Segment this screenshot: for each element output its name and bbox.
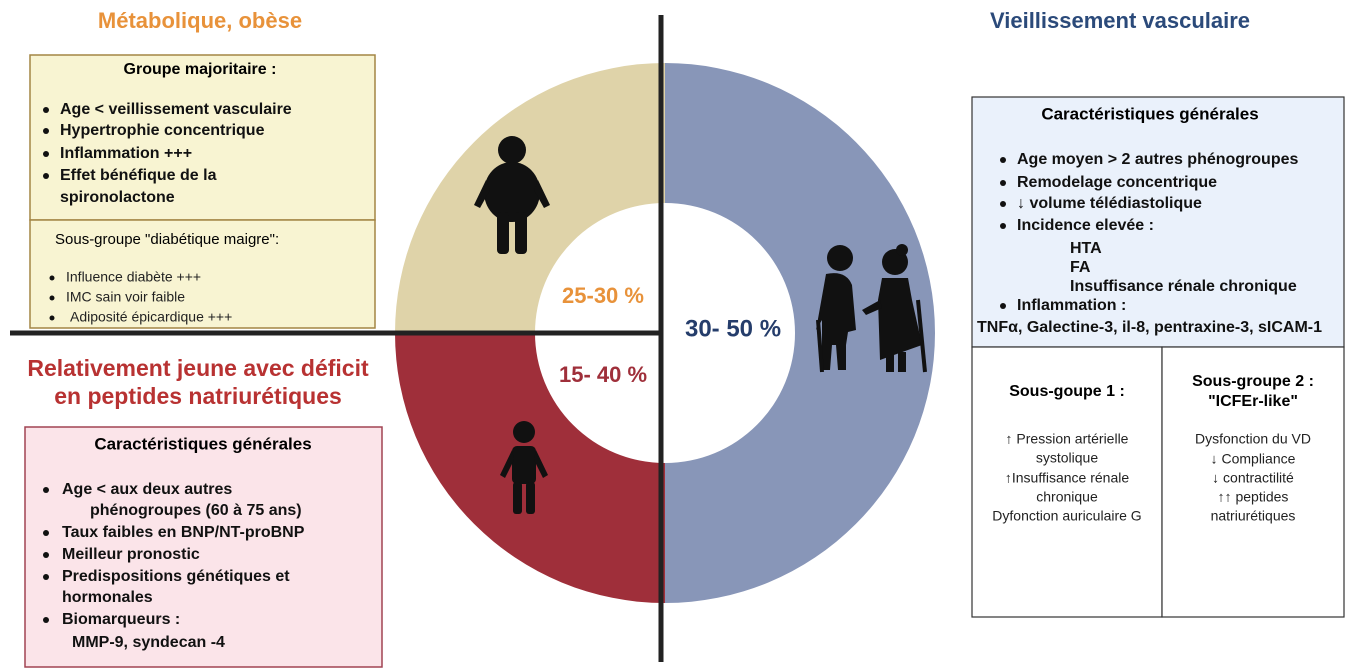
bullet [43, 128, 49, 134]
box-title: Sous-groupe "diabétique maigre": [55, 231, 279, 248]
list-item: ↓ Compliance [1211, 451, 1296, 467]
list-item: Effet bénéfique de la [60, 167, 217, 184]
list-item: TNFα, Galectine-3, il-8, pentraxine-3, s… [977, 319, 1322, 336]
bullet [43, 487, 49, 493]
box [29, 54, 376, 221]
box-title: Caractéristiques générales [1041, 104, 1258, 123]
bullet [43, 617, 49, 623]
list-item: natriurétiques [1211, 508, 1296, 524]
segment-label: 30- 50 % [685, 315, 781, 342]
list-item: systolique [1036, 450, 1098, 466]
segment-label: 15- 40 % [559, 362, 647, 387]
section-title: Vieillissement vasculaire [990, 8, 1250, 33]
list-item: Adiposité épicardique +++ [70, 309, 232, 325]
bullet [43, 552, 49, 558]
list-item: HTA [1070, 240, 1102, 257]
donut-aging [665, 63, 935, 603]
list-item: Insuffisance rénale chronique [1070, 278, 1297, 295]
list-item: FA [1070, 259, 1091, 276]
list-item: chronique [1036, 489, 1098, 505]
list-item: ↓ contractilité [1212, 470, 1294, 486]
box-title: "ICFEr-like" [1208, 393, 1298, 410]
young-icon [500, 421, 548, 514]
section-title: en peptides natriurétiques [54, 383, 342, 409]
list-item: ↓ volume télédiastolique [1017, 195, 1202, 212]
list-item: Age < aux deux autres [62, 481, 232, 498]
list-item: Age < veillissement vasculaire [60, 101, 292, 118]
bullet [43, 173, 49, 179]
bullet [43, 107, 49, 113]
list-item: IMC sain voir faible [66, 289, 185, 305]
list-item: ↑Insuffisance rénale [1005, 470, 1129, 486]
bullet [1000, 303, 1006, 309]
list-item: Age moyen > 2 autres phénogroupes [1017, 151, 1299, 168]
bullet [1000, 180, 1006, 186]
list-item: MMP-9, syndecan -4 [72, 634, 225, 651]
bullet [49, 315, 55, 321]
obese-icon [474, 136, 550, 254]
box-title: Sous-groupe 2 : [1192, 373, 1314, 390]
box [971, 346, 1163, 618]
bullet [43, 574, 49, 580]
bullet [1000, 157, 1006, 163]
list-item: Biomarqueurs : [62, 611, 180, 628]
list-item: hormonales [62, 589, 153, 606]
list-item: Dyfonction auriculaire G [992, 508, 1141, 524]
list-item: Incidence elevée : [1017, 217, 1154, 234]
list-item: spironolactone [60, 189, 175, 206]
box-title: Caractéristiques générales [94, 434, 311, 453]
elderly-icon [816, 244, 927, 373]
box [971, 96, 1345, 348]
list-item: Hypertrophie concentrique [60, 122, 265, 139]
bullet [49, 275, 55, 281]
bullet [1000, 223, 1006, 229]
section-title: Relativement jeune avec déficit [27, 355, 369, 381]
list-item: Inflammation : [1017, 297, 1126, 314]
segment-label: 25-30 % [562, 283, 644, 308]
list-item: Remodelage concentrique [1017, 174, 1217, 191]
section-title: Métabolique, obèse [98, 8, 302, 33]
box-title: Groupe majoritaire : [124, 61, 277, 78]
list-item: ↑ Pression artérielle [1006, 431, 1129, 447]
list-item: ↑↑ peptides [1218, 489, 1289, 505]
list-item: Predispositions génétiques et [62, 568, 290, 585]
bullet [43, 530, 49, 536]
list-item: phénogroupes (60 à 75 ans) [90, 502, 302, 519]
box [1161, 346, 1345, 618]
list-item: Taux faibles en BNP/NT-proBNP [62, 524, 305, 541]
box [29, 219, 376, 329]
box [24, 426, 383, 668]
list-item: Inflammation +++ [60, 145, 192, 162]
list-item: Dysfonction du VD [1195, 431, 1311, 447]
bullet [43, 151, 49, 157]
box-title: Sous-goupe 1 : [1009, 383, 1125, 400]
list-item: Influence diabète +++ [66, 269, 201, 285]
list-item: Meilleur pronostic [62, 546, 200, 563]
bullet [1000, 201, 1006, 207]
bullet [49, 295, 55, 301]
